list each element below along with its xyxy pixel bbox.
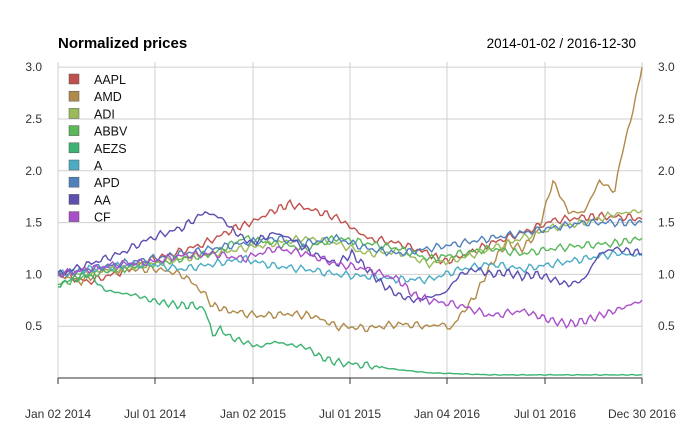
legend-label-aa: AA [94,193,111,207]
x-tick-label: Jan 02 2015 [220,407,286,421]
legend-label-apd: APD [94,176,120,190]
y-tick-label-left: 1.0 [25,267,42,281]
series-line-aezs [57,271,643,377]
legend-label-cf: CF [94,211,111,225]
x-tick-label: Jul 01 2014 [124,407,186,421]
series-lines [57,67,643,377]
y-tick-label-left: 2.5 [25,112,42,126]
legend-swatch-amd [68,90,80,102]
y-tick-label-right: 2.0 [658,164,675,178]
x-tick-label: Jan 04 2016 [414,407,480,421]
grid [57,62,643,378]
legend-label-aezs: AEZS [94,142,127,156]
y-tick-label-right: 1.5 [658,216,675,230]
x-tick-label: Jan 02 2014 [25,407,91,421]
legend-swatch-aapl [68,73,80,85]
series-line-aa [57,211,643,304]
legend-label-adi: ADI [94,107,115,121]
legend-label-a: A [94,159,103,173]
series-line-a [57,250,643,285]
y-tick-label-left: 0.5 [25,319,42,333]
legend-swatch-aa [68,194,80,205]
legend-swatch-apd [68,176,80,188]
legend-label-abbv: ABBV [94,125,128,139]
y-tick-label-left: 2.0 [25,164,42,178]
x-tick-label: Jul 01 2015 [319,407,381,421]
legend-swatch-abbv [68,125,80,136]
x-tick-label: Jul 01 2016 [514,407,576,421]
legend-swatch-aezs [68,142,80,154]
x-tick-label: Dec 30 2016 [608,407,676,421]
legend-label-amd: AMD [94,90,122,104]
y-tick-label-left: 3.0 [25,60,42,74]
series-line-abbv [57,234,643,286]
legend-swatch-adi [68,108,80,119]
legend: AAPL AMD ADI ABBV AEZS A APD AA CF [68,73,128,225]
legend-swatch-cf [68,211,80,222]
chart-title: Normalized prices [58,35,187,52]
y-tick-label-right: 3.0 [658,60,675,74]
y-tick-label-left: 1.5 [25,216,42,230]
legend-label-aapl: AAPL [94,73,126,87]
y-tick-label-right: 1.0 [658,267,675,281]
y-tick-label-right: 0.5 [658,319,675,333]
chart-date-range: 2014-01-02 / 2016-12-30 [487,36,636,51]
series-line-amd [57,67,643,333]
y-tick-label-right: 2.5 [658,112,675,126]
legend-swatch-a [68,159,80,171]
series-line-apd [57,217,643,277]
series-line-cf [57,245,643,329]
axes: 0.5 0.5 1.0 1.0 1.5 1.5 2.0 2.0 2.5 2.5 3.0 3.0 Jan … [25,60,676,421]
